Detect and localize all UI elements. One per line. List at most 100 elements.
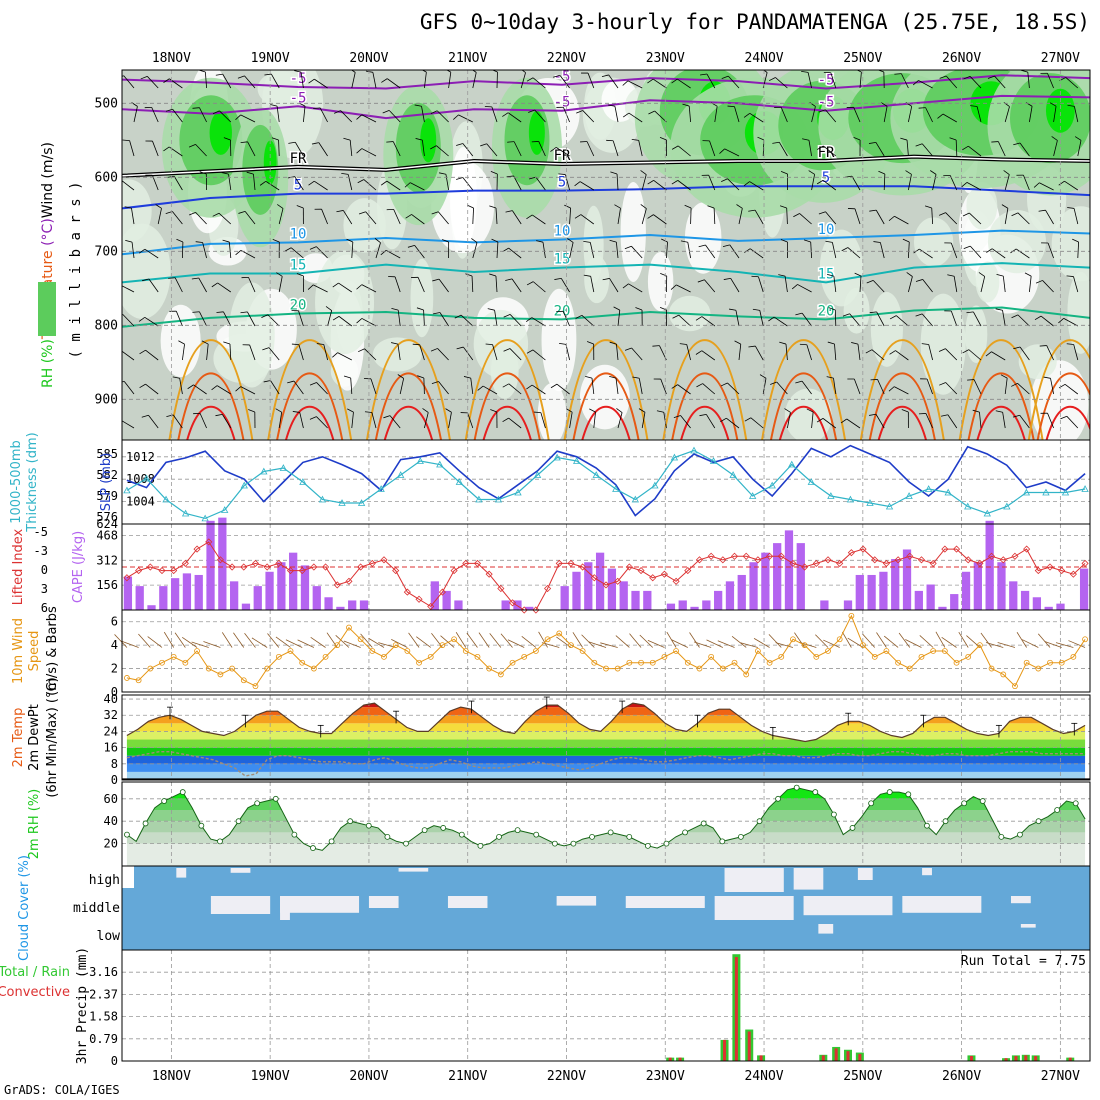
wind-barb-flag — [1011, 382, 1018, 387]
wind-barb-flag — [744, 248, 751, 253]
wind-barb — [491, 106, 498, 123]
wind-barb-flag — [609, 341, 617, 345]
wind-barb-flag — [343, 375, 351, 379]
rh-legend-swatch — [38, 282, 56, 336]
rh-tick-label: 20 — [104, 837, 118, 851]
wind-barb — [586, 141, 595, 157]
cloud-gap — [714, 896, 794, 920]
wind-barb-flag — [791, 284, 798, 290]
wind-barb — [822, 179, 837, 191]
wind-barb-flag — [487, 308, 495, 311]
wind-speed-marker — [860, 642, 866, 649]
wind-speed-marker — [416, 659, 422, 666]
slp-line — [126, 444, 1086, 517]
cape-bar — [206, 520, 215, 610]
wind-barb — [660, 378, 667, 395]
lifted-index-marker — [403, 588, 411, 596]
wind-speed-marker — [392, 642, 399, 649]
wind-barb — [945, 382, 958, 395]
wind-barb-flag — [720, 382, 728, 387]
wind-speed-marker — [240, 677, 247, 684]
wind-speed-marker — [1082, 636, 1088, 643]
wind-barb-flag — [868, 141, 876, 144]
cape-bar — [950, 594, 959, 610]
thickness-marker — [690, 446, 698, 454]
wind-barb — [834, 309, 837, 327]
boundary-layer-isotherm — [1027, 339, 1090, 440]
temp-axis-label: 2m Temp — [11, 708, 26, 768]
wind-barb — [361, 148, 377, 157]
thickness-marker — [260, 467, 268, 475]
rh-marker — [198, 822, 205, 829]
lifted-index-marker — [999, 556, 1007, 564]
surface-wind-barb — [360, 633, 373, 648]
lifted-index-marker — [812, 559, 820, 567]
wind-speed-marker — [649, 659, 656, 666]
wind-barb — [1004, 378, 1008, 395]
lifted-index-marker — [766, 552, 774, 560]
wind-barb — [702, 383, 716, 395]
wind-speed-marker — [194, 648, 200, 654]
thickness-marker — [866, 499, 874, 506]
thickness-marker — [748, 492, 757, 499]
wind-barb-flag — [1000, 374, 1008, 379]
wind-barb-flag — [422, 408, 429, 413]
lifted-index-marker — [941, 545, 949, 553]
wind-barb-flag — [1012, 414, 1020, 418]
lifted-index-marker — [415, 595, 423, 603]
wind-barb — [678, 314, 691, 327]
wind-barb-flag — [199, 171, 207, 175]
wind-barb — [969, 76, 982, 89]
wind-barb-flag — [526, 349, 534, 354]
surface-wind-barb — [233, 632, 245, 648]
thickness-marker — [221, 506, 229, 513]
wind-barb — [876, 311, 885, 327]
wind-barb — [175, 311, 183, 327]
wind-barb — [1077, 242, 1080, 259]
wind-barb — [448, 412, 452, 429]
rh-marker — [570, 840, 577, 847]
wind-barb — [1017, 212, 1030, 225]
wind-barb — [223, 311, 232, 327]
wind-barb-flag — [221, 172, 229, 175]
wind-barb — [351, 242, 354, 259]
wind-barb — [278, 276, 283, 293]
surface-wind-barb — [1037, 633, 1051, 648]
surface-wind-barb — [163, 631, 175, 648]
wind-axis-label: 10m Wind — [11, 618, 26, 684]
wind-barb — [423, 377, 425, 395]
wind-barb — [875, 142, 885, 157]
wind-speed-marker — [825, 648, 831, 654]
wind-barb-flag — [757, 136, 765, 141]
boundary-layer-isotherm — [473, 372, 541, 440]
lifted-index-marker — [181, 559, 189, 567]
wind-speed-marker — [871, 653, 878, 660]
wind-barb — [193, 384, 207, 395]
wind-barb-flag — [1058, 180, 1065, 186]
lifted-index-marker — [754, 556, 762, 564]
cape-bar — [359, 600, 369, 610]
wind-barb — [894, 386, 909, 395]
cape-bar — [170, 578, 180, 610]
rh-marker — [1054, 807, 1061, 813]
wind-barb-flag — [856, 70, 862, 73]
wind-barb-flag — [1067, 207, 1075, 209]
wind-barb — [508, 417, 522, 429]
wind-barb-flag — [381, 78, 388, 83]
wind-barb-flag — [235, 250, 242, 256]
cape-bar — [702, 600, 711, 610]
wind-barb — [686, 344, 691, 361]
precip-frame — [121, 949, 1091, 1062]
wind-barb-flag — [784, 408, 791, 413]
temp-band — [126, 755, 1086, 764]
wind-speed-marker — [1012, 683, 1018, 690]
precip-convective-bar — [846, 1051, 850, 1061]
wind-barb — [1066, 416, 1079, 429]
temp-band — [126, 763, 1086, 772]
rh-dry-pocket — [410, 258, 434, 338]
thickness-marker — [670, 453, 679, 461]
lifted-index-marker — [847, 549, 855, 557]
surface-wind-barb — [507, 639, 525, 648]
cape-bar — [891, 559, 900, 610]
wind-barb-flag — [215, 414, 223, 417]
